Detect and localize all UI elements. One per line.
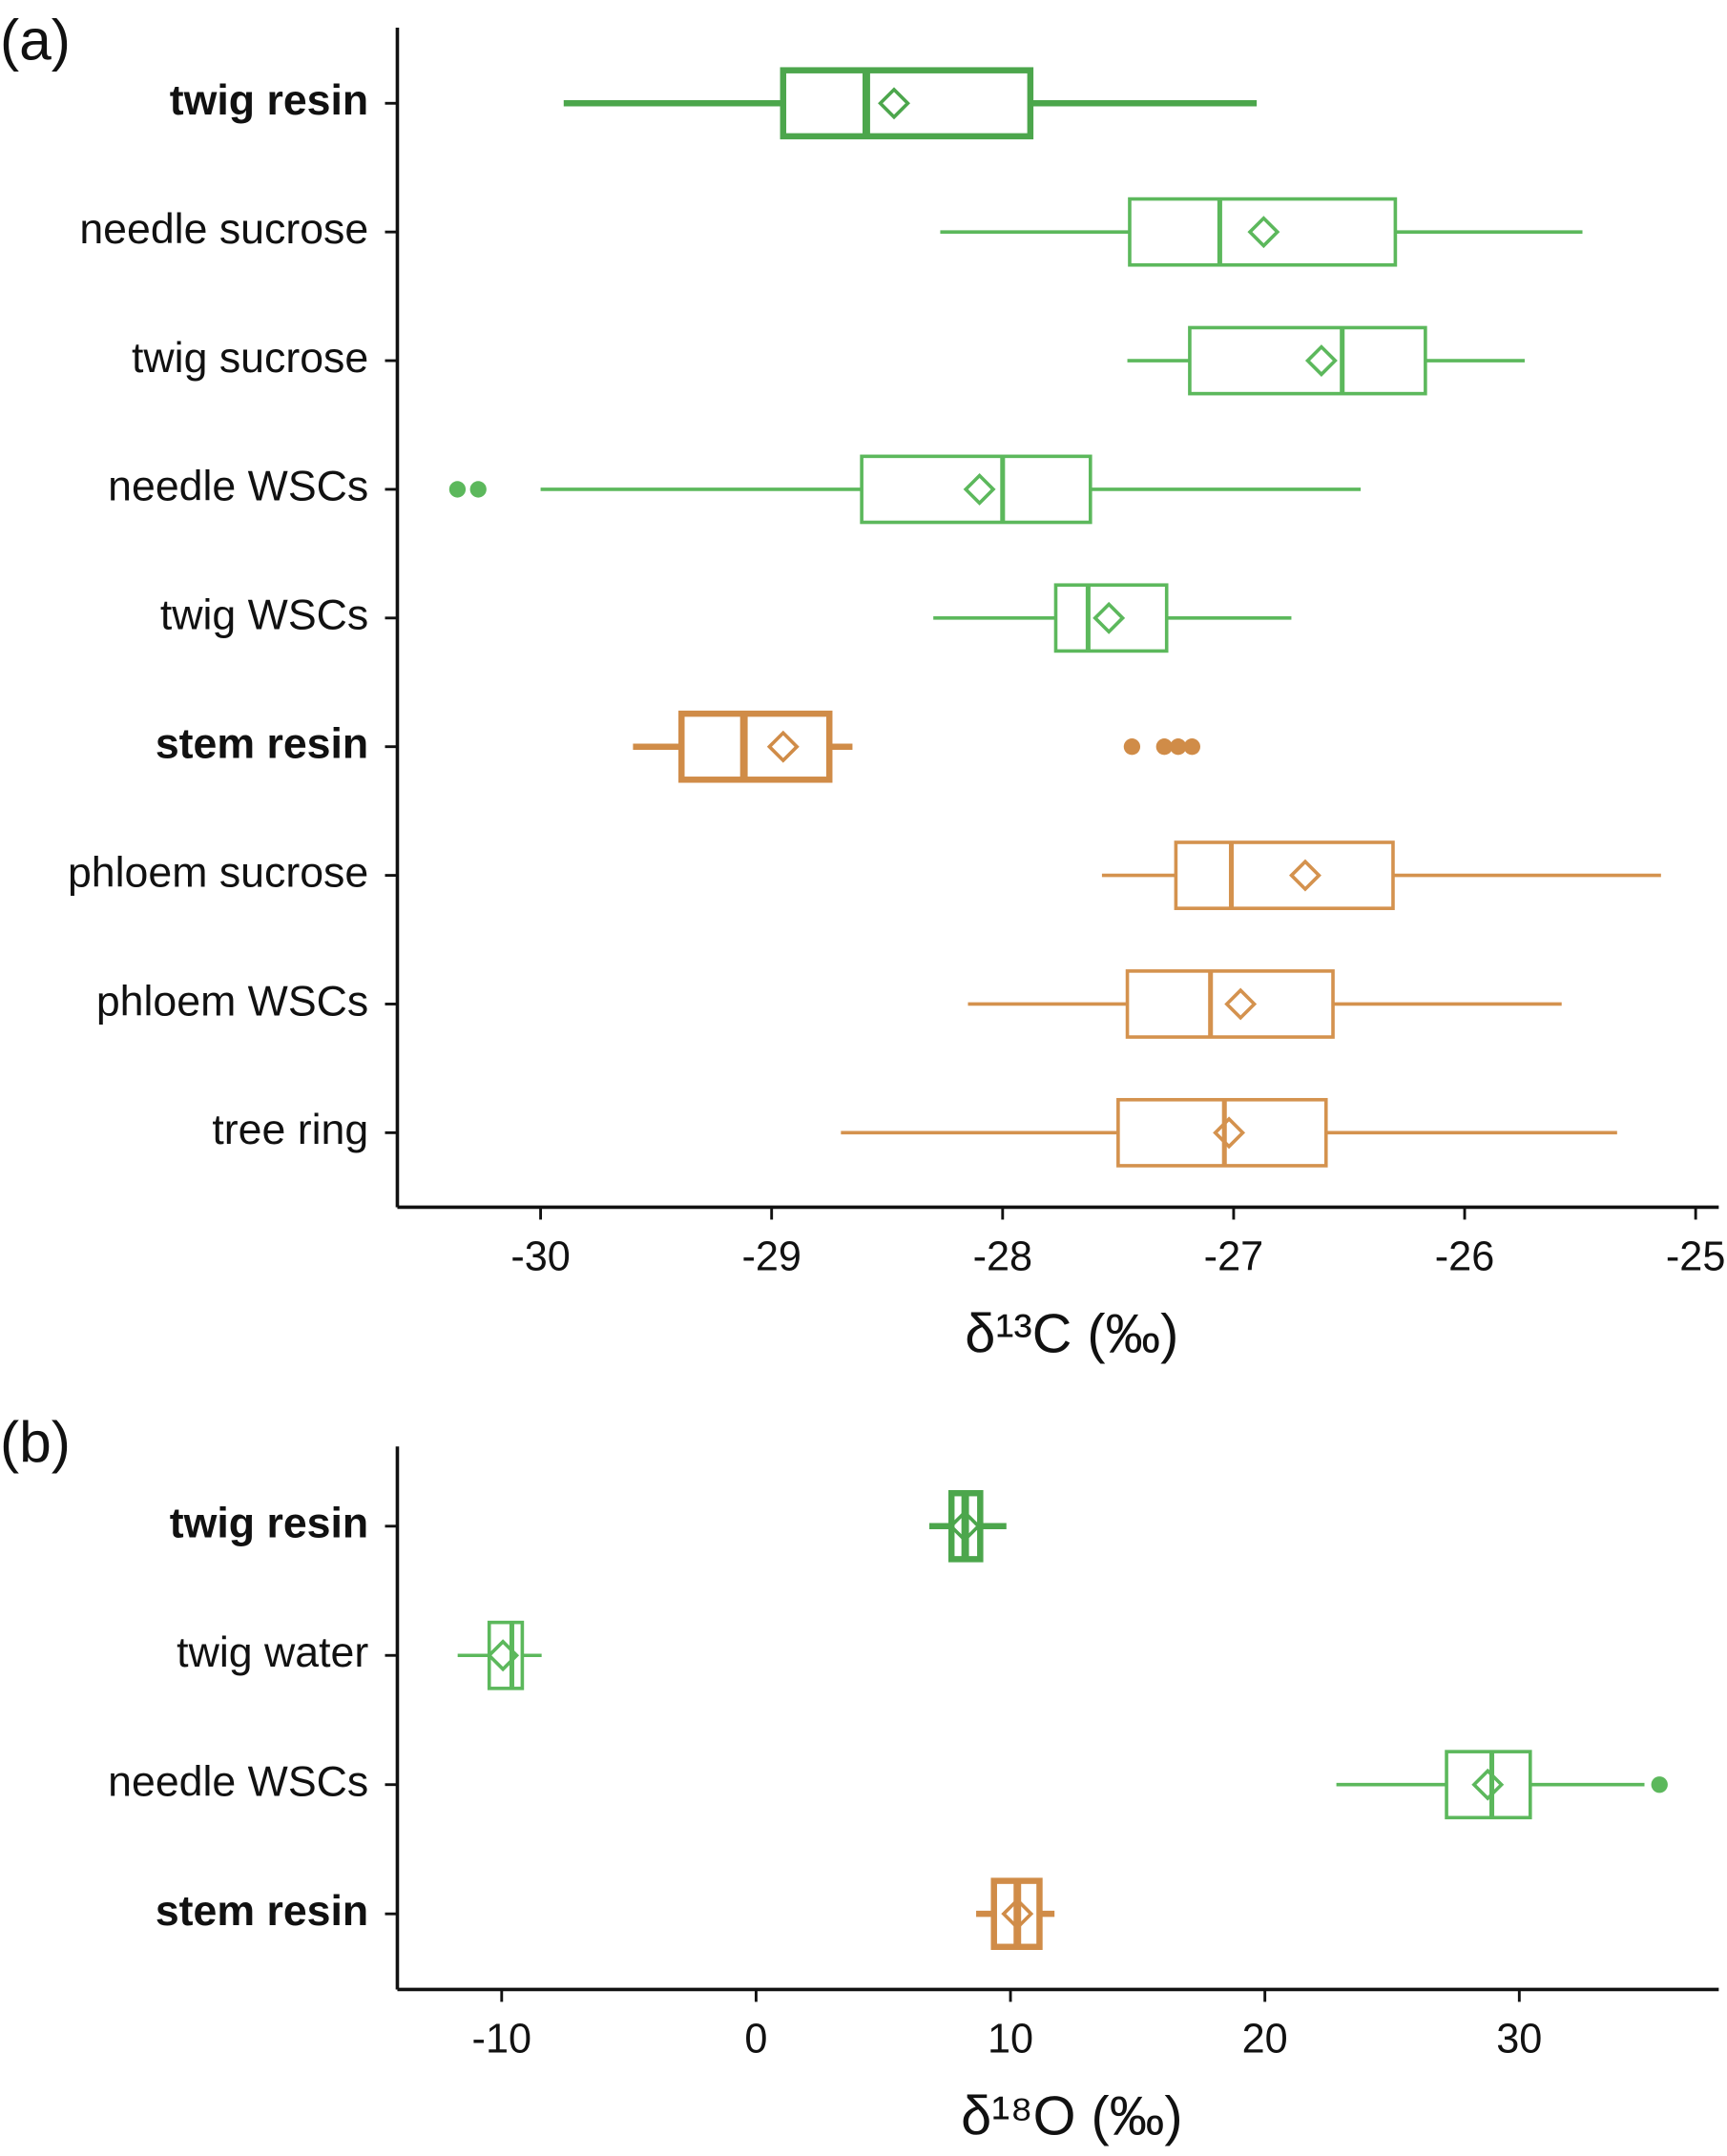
box — [1125, 969, 1335, 1039]
category-label: needle sucrose — [79, 206, 368, 253]
category-label: needle WSCs — [108, 464, 368, 510]
x-tick-label: -29 — [741, 1234, 801, 1280]
x-tick-label: 10 — [988, 2017, 1033, 2063]
outlier — [1155, 738, 1173, 756]
outlier — [448, 481, 467, 498]
x-axis-title: δ¹⁸O (‰) — [961, 2086, 1182, 2147]
outlier — [1651, 1776, 1668, 1793]
outlier — [1170, 738, 1187, 756]
mean-marker — [487, 1639, 520, 1672]
box — [1445, 1750, 1532, 1820]
category-label: phloem WSCs — [96, 978, 368, 1025]
x-tick-label: 20 — [1242, 2017, 1288, 2063]
x-tick-label: -25 — [1666, 1234, 1725, 1280]
outlier — [469, 481, 487, 498]
box — [1174, 840, 1395, 910]
mean-marker — [948, 1509, 982, 1543]
category-label: twig water — [177, 1629, 368, 1676]
box — [860, 454, 1092, 525]
x-tick-label: -27 — [1204, 1234, 1263, 1280]
mean-marker — [878, 87, 910, 120]
mean-marker — [963, 472, 996, 506]
mean-marker — [766, 730, 800, 763]
category-label: twig resin — [170, 77, 368, 124]
mean-marker — [1213, 1116, 1246, 1150]
category-label: tree ring — [212, 1107, 368, 1153]
x-tick-label: -10 — [472, 2017, 531, 2063]
x-tick-label: -28 — [973, 1234, 1032, 1280]
mean-marker — [1471, 1768, 1505, 1801]
mean-marker — [1224, 987, 1258, 1021]
x-tick-label: 0 — [744, 2017, 767, 2063]
x-tick-label: -26 — [1435, 1234, 1494, 1280]
x-tick-label: 30 — [1496, 2017, 1542, 2063]
x-tick-label: -30 — [510, 1234, 570, 1280]
x-axis-title: δ¹³C (‰) — [965, 1304, 1178, 1365]
category-label: twig WSCs — [160, 592, 368, 639]
category-label: twig resin — [170, 1501, 368, 1547]
box — [1128, 197, 1398, 267]
outlier — [1183, 738, 1200, 756]
mean-marker — [1289, 859, 1321, 892]
category-label: twig sucrose — [132, 335, 368, 382]
category-label: stem resin — [156, 720, 368, 767]
mean-marker — [1001, 1897, 1034, 1931]
panel-label: (a) — [0, 7, 71, 72]
box — [1053, 583, 1169, 653]
mean-marker — [1247, 216, 1280, 249]
category-label: needle WSCs — [108, 1759, 368, 1806]
box — [678, 710, 833, 783]
mean-marker — [1304, 344, 1338, 378]
category-label: stem resin — [156, 1888, 368, 1935]
category-label: phloem sucrose — [68, 849, 368, 896]
mean-marker — [1092, 601, 1126, 634]
outlier — [1123, 738, 1141, 756]
panel-label: (b) — [0, 1409, 71, 1474]
